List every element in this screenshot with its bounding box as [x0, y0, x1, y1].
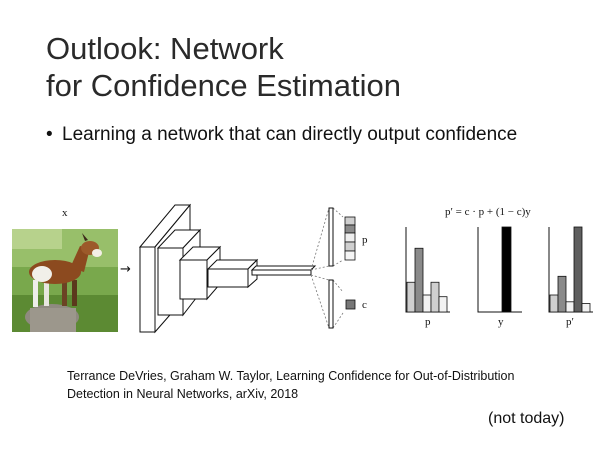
citation: Terrance DeVries, Graham W. Taylor, Lear… [67, 367, 587, 403]
plot-label-p-prime: p′ [566, 316, 574, 328]
bullet-marker: • [46, 124, 53, 145]
plot-bar [501, 226, 512, 313]
bar-plot-y [477, 226, 522, 313]
input-label-x: x [62, 207, 68, 219]
bullet-text: Learning a network that can directly out… [62, 124, 518, 145]
citation-line-1: Terrance DeVries, Graham W. Taylor, Lear… [67, 369, 515, 383]
plot-axis [477, 227, 522, 313]
plot-label-y: y [498, 316, 504, 328]
plot-bar [406, 281, 416, 313]
title-line-1: Outlook: Network [46, 31, 284, 66]
plot-bar [414, 247, 424, 313]
citation-line-2: Detection in Neural Networks, arXiv, 201… [67, 387, 299, 401]
output-label-p: p [362, 234, 368, 246]
p-vector [344, 216, 356, 261]
input-arrow: → [120, 262, 131, 277]
feature-vector [250, 265, 317, 276]
title-line-2: for Confidence Estimation [46, 68, 401, 103]
plot-bar [549, 294, 559, 313]
output-head-c [328, 279, 334, 329]
formula: p′ = c · p + (1 − c)y [445, 206, 531, 218]
c-scalar [345, 299, 356, 310]
projection-lines [310, 207, 344, 329]
goat-photo [12, 229, 118, 332]
plot-bar [581, 303, 591, 313]
slide-title: Outlook: Network for Confidence Estimati… [46, 30, 401, 104]
network-figure: x → [12, 203, 593, 334]
plot-bar [438, 296, 448, 313]
output-label-c: c [362, 299, 367, 311]
plot-label-p: p [425, 316, 431, 328]
bar-plot-p-prime [548, 226, 593, 313]
footnote: (not today) [488, 410, 565, 427]
plot-bar [565, 301, 575, 313]
plot-bar [557, 275, 567, 313]
plot-bar [573, 226, 583, 313]
plot-bar [430, 281, 440, 313]
plot-bar [422, 294, 432, 313]
output-head-p [328, 207, 334, 267]
conv-layer-4 [206, 258, 259, 289]
bar-plot-p [405, 227, 450, 313]
